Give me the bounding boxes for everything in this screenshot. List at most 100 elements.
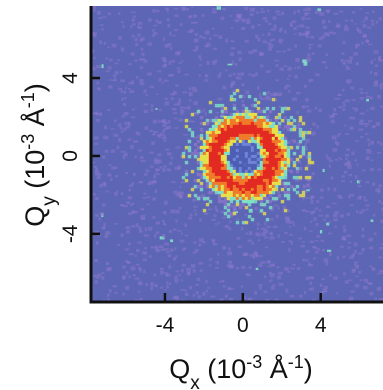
speckle <box>241 83 245 87</box>
intensity-pixel <box>211 181 216 186</box>
speckle <box>201 14 205 17</box>
speckle <box>347 59 352 64</box>
speckle <box>272 200 276 202</box>
intensity-pixel <box>199 157 204 162</box>
speckle <box>334 97 338 100</box>
speckle <box>359 195 362 199</box>
speckle <box>229 264 235 269</box>
intensity-pixel <box>301 130 306 135</box>
speckle <box>169 74 174 76</box>
speckle <box>344 153 350 157</box>
intensity-pixel <box>220 112 225 117</box>
y-axis: 40-4 <box>59 72 100 243</box>
intensity-pixel <box>268 190 273 195</box>
speckle <box>284 86 288 90</box>
speckle <box>305 138 310 141</box>
intensity-pixel <box>256 196 261 201</box>
intensity-pixel <box>190 151 195 156</box>
speckle <box>143 253 147 255</box>
intensity-pixel <box>205 166 210 171</box>
speckle <box>152 180 157 184</box>
intensity-pixel <box>208 175 213 180</box>
speckle <box>165 7 169 10</box>
intensity-pixel <box>259 115 264 120</box>
intensity-pixel <box>217 121 222 126</box>
intensity-pixel <box>283 163 288 168</box>
speckle <box>302 241 305 243</box>
speckle <box>170 209 176 214</box>
speckle <box>103 42 107 45</box>
intensity-pixel <box>256 139 261 144</box>
intensity-pixel <box>274 169 279 174</box>
intensity-pixel <box>295 157 300 162</box>
speckle <box>306 57 312 61</box>
intensity-pixel <box>235 127 240 132</box>
intensity-pixel <box>247 118 252 123</box>
speckle <box>317 44 322 48</box>
speckle <box>94 142 99 145</box>
speckle <box>188 15 191 18</box>
intensity-pixel <box>214 133 219 138</box>
speckle <box>114 71 119 75</box>
intensity-pixel <box>280 163 285 168</box>
intensity-pixel <box>265 217 270 222</box>
speckle <box>366 98 369 102</box>
speckle <box>358 31 363 34</box>
speckle <box>270 28 276 31</box>
intensity-pixel <box>208 166 213 171</box>
intensity-pixel <box>247 160 252 165</box>
speckle <box>269 263 275 267</box>
speckle <box>123 127 127 131</box>
intensity-pixel <box>247 130 252 135</box>
speckle <box>253 251 258 255</box>
speckle <box>198 262 204 265</box>
intensity-pixel <box>247 154 252 159</box>
intensity-pixel <box>241 142 246 147</box>
speckle <box>229 15 232 17</box>
speckle <box>346 212 350 216</box>
speckle <box>347 79 352 83</box>
intensity-pixel <box>268 109 273 114</box>
intensity-pixel <box>223 145 228 150</box>
speckle <box>370 71 373 74</box>
intensity-pixel <box>277 178 282 183</box>
speckle <box>273 204 279 207</box>
speckle <box>248 266 252 269</box>
speckle <box>172 257 176 261</box>
intensity-pixel <box>214 166 219 171</box>
speckle <box>306 17 311 20</box>
speckle <box>310 36 315 39</box>
speckle <box>94 197 99 201</box>
speckle <box>181 263 186 267</box>
intensity-pixel <box>235 124 240 129</box>
speckle <box>131 23 136 26</box>
x-tick-label: 0 <box>237 314 249 337</box>
intensity-pixel <box>271 169 276 174</box>
speckle <box>117 87 123 91</box>
intensity-pixel <box>226 169 231 174</box>
intensity-pixel <box>208 172 213 177</box>
intensity-pixel <box>220 154 225 159</box>
intensity-pixel <box>232 181 237 186</box>
speckle <box>171 108 177 111</box>
intensity-pixel <box>205 175 210 180</box>
intensity-pixel <box>253 169 258 174</box>
speckle <box>205 73 208 77</box>
speckle <box>356 163 359 166</box>
speckle <box>158 245 164 249</box>
intensity-pixel <box>232 112 237 117</box>
speckle <box>359 211 363 214</box>
intensity-pixel <box>262 115 267 120</box>
intensity-pixel <box>226 214 231 219</box>
speckle <box>337 134 340 137</box>
intensity-pixel <box>226 151 231 156</box>
intensity-pixel <box>235 112 240 117</box>
speckle <box>266 91 271 95</box>
speckle <box>345 157 348 161</box>
intensity-pixel <box>250 121 255 126</box>
speckle <box>131 82 135 85</box>
intensity-pixel <box>226 178 231 183</box>
intensity-pixel <box>187 148 192 153</box>
intensity-pixel <box>241 160 246 165</box>
speckle <box>160 248 165 252</box>
